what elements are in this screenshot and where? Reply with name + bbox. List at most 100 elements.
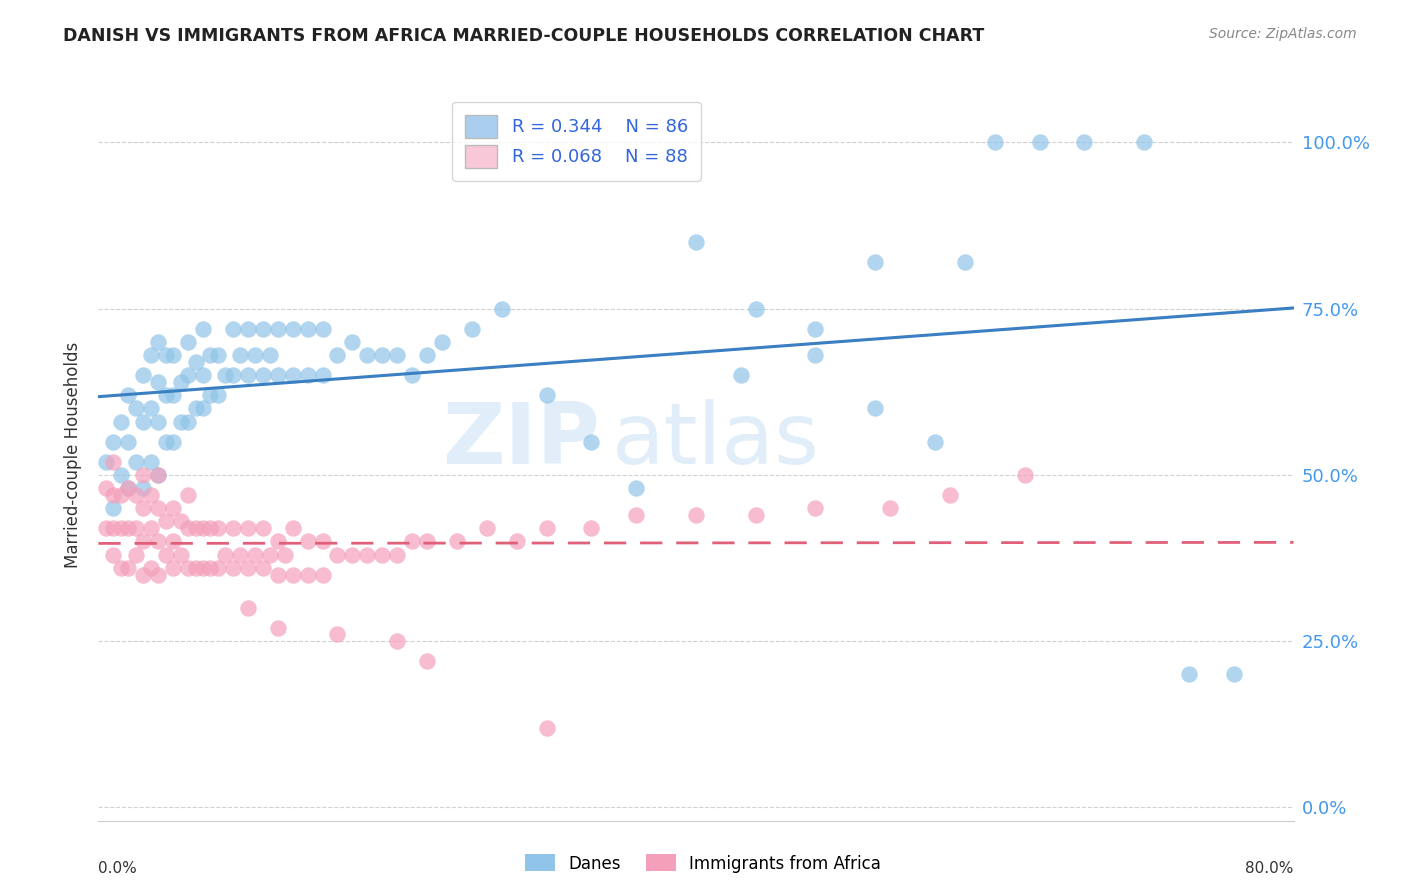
Point <box>461 321 484 335</box>
Point <box>939 488 962 502</box>
Point <box>94 481 117 495</box>
Point <box>342 548 364 562</box>
Point <box>685 235 707 249</box>
Point <box>139 488 162 502</box>
Point <box>139 521 162 535</box>
Point <box>155 388 177 402</box>
Point <box>267 567 290 582</box>
Point <box>207 388 229 402</box>
Point <box>191 401 214 416</box>
Point <box>259 348 281 362</box>
Point <box>214 368 236 383</box>
Point <box>191 368 214 383</box>
Point <box>207 521 229 535</box>
Point <box>311 368 333 383</box>
Point <box>177 561 200 575</box>
Point <box>132 481 155 495</box>
Point <box>169 375 191 389</box>
Point <box>162 388 184 402</box>
Point <box>236 321 259 335</box>
Point <box>200 561 222 575</box>
Point <box>311 534 333 549</box>
Point <box>177 415 200 429</box>
Point <box>401 368 423 383</box>
Point <box>252 368 274 383</box>
Point <box>297 567 319 582</box>
Point <box>200 388 222 402</box>
Point <box>117 388 139 402</box>
Point <box>148 415 170 429</box>
Point <box>385 548 409 562</box>
Point <box>229 548 252 562</box>
Point <box>267 368 290 383</box>
Point <box>430 334 453 349</box>
Point <box>401 534 423 549</box>
Point <box>342 334 364 349</box>
Point <box>94 521 117 535</box>
Point <box>94 454 117 468</box>
Point <box>626 508 648 522</box>
Point <box>200 348 222 362</box>
Y-axis label: Married-couple Households: Married-couple Households <box>65 342 83 568</box>
Point <box>252 521 274 535</box>
Point <box>297 534 319 549</box>
Point <box>132 467 155 482</box>
Point <box>236 368 259 383</box>
Point <box>132 534 155 549</box>
Point <box>222 521 245 535</box>
Point <box>245 548 267 562</box>
Point <box>148 501 170 516</box>
Point <box>953 255 976 269</box>
Point <box>297 321 319 335</box>
Point <box>252 561 274 575</box>
Point <box>416 534 439 549</box>
Point <box>110 415 132 429</box>
Point <box>371 548 394 562</box>
Point <box>626 481 648 495</box>
Point <box>132 501 155 516</box>
Legend: R = 0.344    N = 86, R = 0.068    N = 88: R = 0.344 N = 86, R = 0.068 N = 88 <box>453 102 700 181</box>
Text: Source: ZipAtlas.com: Source: ZipAtlas.com <box>1209 27 1357 41</box>
Point <box>536 388 558 402</box>
Legend: Danes, Immigrants from Africa: Danes, Immigrants from Africa <box>519 847 887 880</box>
Point <box>229 348 252 362</box>
Point <box>103 501 125 516</box>
Point <box>865 401 887 416</box>
Point <box>804 321 827 335</box>
Point <box>267 621 290 635</box>
Point <box>177 488 200 502</box>
Point <box>475 521 498 535</box>
Point <box>169 415 191 429</box>
Point <box>117 561 139 575</box>
Point <box>326 627 349 641</box>
Point <box>536 721 558 735</box>
Text: 0.0%: 0.0% <box>98 861 138 876</box>
Point <box>274 548 297 562</box>
Point <box>416 348 439 362</box>
Point <box>155 348 177 362</box>
Text: atlas: atlas <box>613 399 820 482</box>
Point <box>162 501 184 516</box>
Point <box>356 548 378 562</box>
Point <box>865 255 887 269</box>
Point <box>148 567 170 582</box>
Point <box>132 368 155 383</box>
Point <box>125 521 148 535</box>
Point <box>222 321 245 335</box>
Point <box>222 368 245 383</box>
Point <box>1014 467 1036 482</box>
Point <box>356 348 378 362</box>
Point <box>207 348 229 362</box>
Point <box>730 368 752 383</box>
Point <box>169 548 191 562</box>
Point <box>162 561 184 575</box>
Point <box>139 561 162 575</box>
Point <box>1133 136 1156 150</box>
Point <box>125 401 148 416</box>
Point <box>103 434 125 449</box>
Point <box>491 301 513 316</box>
Point <box>162 434 184 449</box>
Text: 80.0%: 80.0% <box>1246 861 1294 876</box>
Point <box>184 355 207 369</box>
Point <box>245 348 267 362</box>
